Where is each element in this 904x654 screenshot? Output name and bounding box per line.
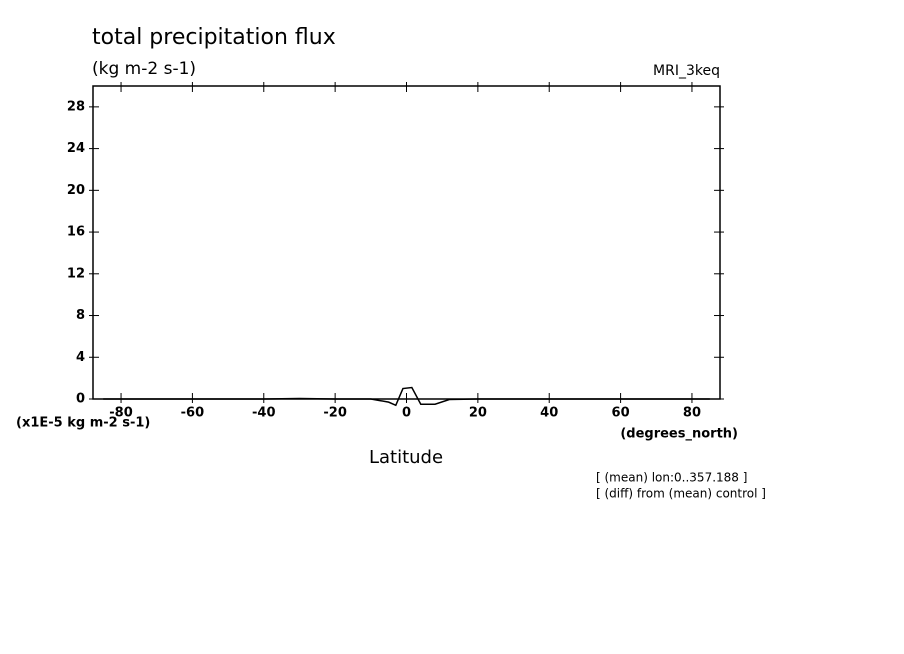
y-tick-label: 4 [76,350,85,365]
note: [ (diff) from (mean) control ] [596,487,766,501]
x-tick-label: 20 [469,406,487,421]
y-tick-label: 20 [67,183,85,198]
y-tick-label: 24 [67,141,85,156]
x-tick-label: 40 [540,406,558,421]
x-tick-label: -40 [252,406,276,421]
x-tick-label: 0 [402,406,411,421]
y-tick-label: 0 [76,392,85,407]
x-tick-label: 60 [612,406,630,421]
y-tick-label: 12 [67,266,85,281]
chart-subtitle: (kg m-2 s-1) [92,59,196,79]
x-tick-label: 80 [683,406,701,421]
x-axis-title: Latitude [369,447,443,468]
chart-title: total precipitation flux [92,25,336,50]
plot-frame [92,85,721,400]
y-tick-label: 28 [67,99,85,114]
note: [ (mean) lon:0..357.188 ] [596,471,747,485]
y-tick-label: 16 [67,225,85,240]
data-line [103,386,710,407]
x-unit-label: (degrees_north) [620,427,738,442]
model-label: MRI_3keq [653,63,720,79]
y-tick-label: 8 [76,308,85,323]
x-tick-label: -20 [323,406,347,421]
x-tick-label: -80 [109,406,133,421]
y-unit-label: (x1E-5 kg m-2 s-1) [16,416,150,431]
x-tick-label: -60 [181,406,205,421]
